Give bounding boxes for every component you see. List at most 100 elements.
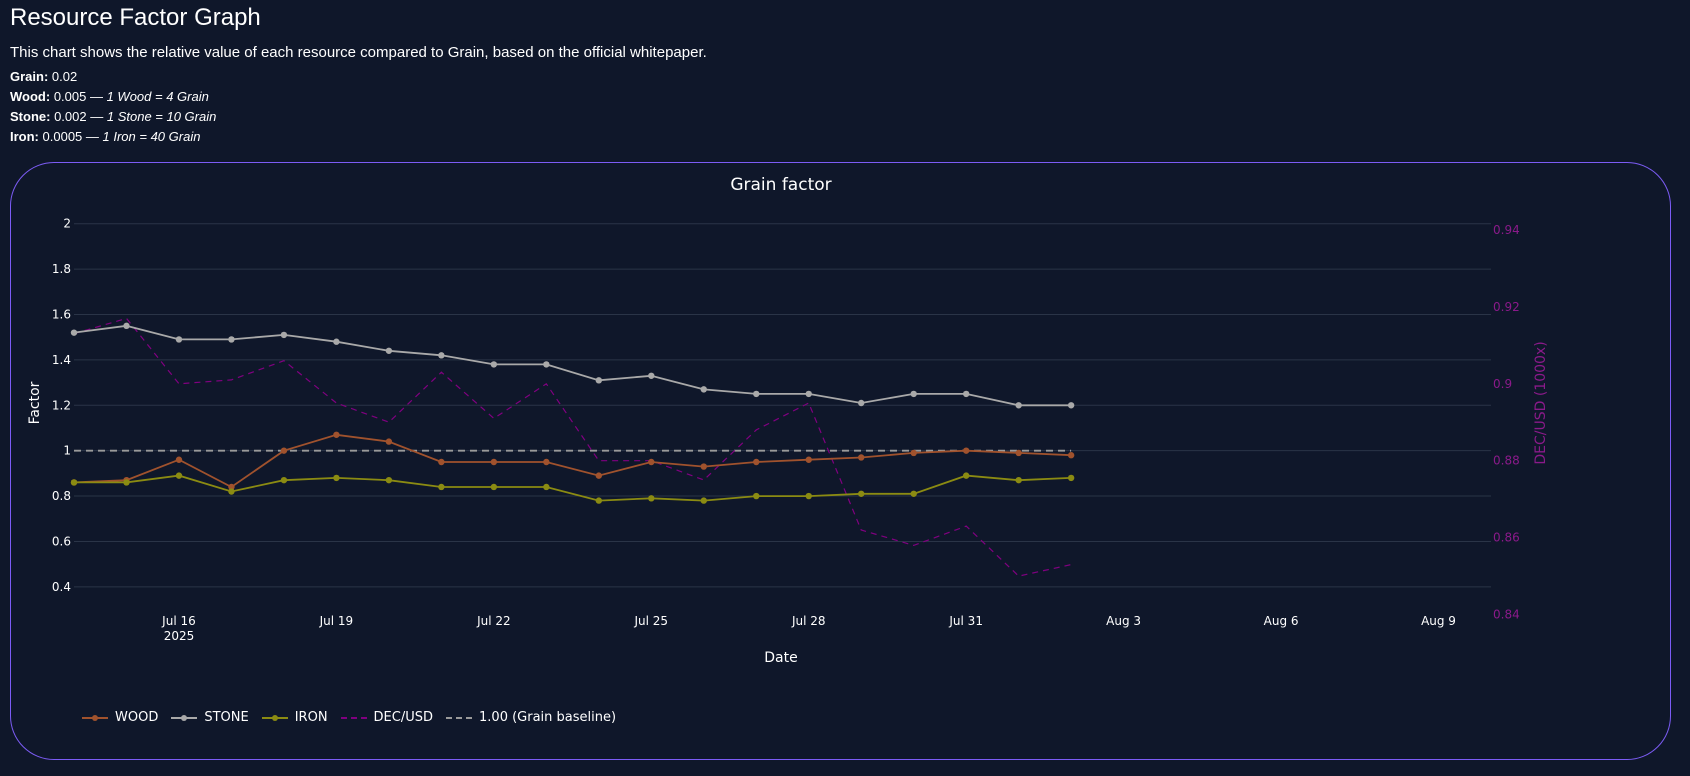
data-point-wood (805, 456, 812, 463)
data-point-stone (805, 390, 812, 398)
data-point-wood (438, 458, 445, 466)
legend-symbol (340, 716, 367, 719)
y-tick-label: 1 (63, 444, 71, 458)
y-tick-label: 0.8 (52, 489, 71, 503)
y-tick-label: 1.2 (52, 398, 71, 412)
legend-item-iron[interactable]: IRON (261, 710, 328, 725)
data-point-wood (1015, 449, 1022, 457)
data-point-stone (858, 399, 865, 407)
x-tick-label: Jul 31 (948, 614, 983, 628)
data-point-wood (490, 458, 498, 466)
y2-tick-label: 0.88 (1493, 454, 1520, 468)
y-axis-title: Factor (27, 381, 43, 424)
y-tick-label: 0.6 (52, 534, 71, 548)
data-point-iron (753, 492, 760, 500)
data-point-wood (648, 458, 655, 466)
x-tick-label: 2025 (164, 629, 195, 643)
data-point-stone (543, 361, 550, 368)
x-axis-title: Date (764, 650, 797, 666)
y2-tick-label: 0.86 (1493, 531, 1520, 545)
data-point-iron (333, 474, 340, 482)
data-point-iron (385, 476, 393, 484)
y2-tick-label: 0.84 (1493, 608, 1520, 622)
y2-tick-label: 0.9 (1493, 377, 1512, 391)
legend-item-dec-usd[interactable]: DEC/USD (340, 710, 433, 725)
data-point-iron (910, 490, 917, 497)
resource-name: Grain: (10, 69, 49, 84)
page-title: Resource Factor Graph (10, 4, 261, 31)
series-line-dec-usd (73, 317, 1072, 577)
legend-item-1-00-grain-baseline-[interactable]: 1.00 (Grain baseline) (445, 710, 616, 725)
y2-tick-label: 0.92 (1493, 300, 1520, 314)
legend-item-wood[interactable]: WOOD (81, 710, 158, 725)
resource-ratio: 1 Stone = 10 Grain (106, 109, 217, 124)
data-point-wood (333, 431, 340, 438)
resource-row-stone: Stone: 0.002 — 1 Stone = 10 Grain (10, 107, 216, 127)
y-tick-label: 2 (63, 217, 71, 231)
data-point-stone (228, 336, 235, 343)
data-point-iron (595, 497, 603, 504)
data-point-wood (962, 447, 970, 454)
data-point-wood (385, 438, 393, 445)
data-point-stone (175, 336, 183, 343)
data-point-wood (543, 458, 550, 466)
data-point-iron (1067, 474, 1075, 482)
x-tick-label: Jul 16 (161, 614, 196, 628)
data-point-wood (595, 472, 603, 479)
y-tick-label: 1.8 (52, 262, 71, 276)
x-tick-label: Jul 19 (319, 614, 354, 628)
data-point-stone (962, 390, 970, 398)
chart-title: Grain factor (730, 175, 831, 195)
legend-item-stone[interactable]: STONE (170, 710, 249, 725)
legend-label: WOOD (115, 710, 159, 725)
data-point-stone (70, 329, 78, 336)
resource-row-grain: Grain: 0.02 (10, 67, 216, 87)
y-tick-label: 1.6 (52, 307, 71, 321)
legend-label: 1.00 (Grain baseline) (479, 710, 617, 725)
series-line-wood (73, 433, 1072, 489)
y2-axis-title: DEC/USD (1000x) (1533, 341, 1549, 464)
y-tick-label: 1.4 (52, 353, 71, 367)
data-point-stone (490, 361, 498, 368)
x-tick-label: Aug 6 (1264, 614, 1299, 628)
data-point-wood (753, 458, 760, 466)
data-point-stone (123, 322, 130, 330)
resource-value: 0.002 — (54, 109, 104, 124)
resource-row-iron: Iron: 0.0005 — 1 Iron = 40 Grain (10, 127, 216, 147)
data-point-stone (333, 338, 340, 345)
data-point-iron (438, 483, 445, 491)
data-point-iron (280, 476, 288, 484)
resource-ratio: 1 Iron = 40 Grain (102, 129, 201, 144)
legend-symbol (171, 714, 198, 721)
resource-value: 0.02 (51, 69, 78, 84)
data-point-iron (543, 483, 550, 491)
data-point-wood (700, 463, 707, 470)
resource-row-wood: Wood: 0.005 — 1 Wood = 4 Grain (10, 87, 216, 107)
data-point-wood (1067, 452, 1075, 459)
chart-description: This chart shows the relative value of e… (10, 44, 707, 61)
series-line-iron (74, 474, 1072, 502)
x-tick-label: Jul 22 (476, 614, 511, 628)
data-point-iron (648, 495, 655, 502)
legend-label: STONE (204, 710, 249, 725)
data-point-iron (175, 472, 183, 479)
chart-card: Grain factor 0.4 0.6 0.8 1 1.2 1.4 1.6 1.8 2 0.84 0… (10, 162, 1671, 760)
resource-factor-list: Grain: 0.02 Wood: 0.005 — 1 Wood = 4 Gra… (10, 67, 216, 147)
chart-legend[interactable]: WOOD STONE IRON DEC/USD 1.00 (Grain baseline… (81, 710, 628, 725)
series-line-stone (73, 324, 1072, 407)
data-point-stone (1015, 402, 1022, 409)
data-point-iron (490, 483, 498, 491)
data-point-stone (1067, 402, 1075, 409)
data-point-wood (910, 449, 917, 457)
legend-symbol (261, 714, 288, 721)
data-point-stone (280, 331, 288, 339)
legend-symbol (446, 716, 473, 719)
data-point-wood (280, 447, 288, 454)
grain-factor-chart[interactable]: Grain factor 0.4 0.6 0.8 1 1.2 1.4 1.6 1.8 2 0.84 0… (11, 163, 1672, 761)
data-point-stone (595, 377, 603, 384)
data-point-iron (962, 472, 970, 479)
data-point-iron (1015, 476, 1022, 484)
y-tick-label: 0.4 (52, 580, 71, 594)
data-point-stone (438, 352, 445, 359)
legend-symbol (82, 714, 108, 721)
